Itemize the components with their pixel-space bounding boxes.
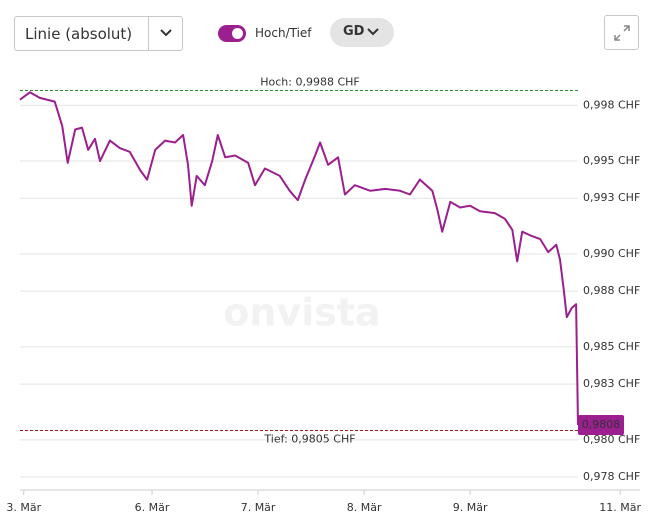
chevron-icon [160,29,172,37]
y-tick-label: 0,980 CHF [583,433,640,446]
button-label: GD [343,24,365,39]
separator [148,17,149,50]
chart-type-dropdown[interactable]: Linie (absolut) [14,16,183,51]
x-tick-label: 7. Mär [241,501,276,514]
high-low-toggle[interactable] [218,25,246,42]
y-tick-label: 0,985 CHF [583,340,640,353]
toggle-knob [232,28,243,39]
watermark: onvista [223,291,380,335]
x-tick-label: 11. Mär [599,501,641,514]
price-line [19,91,579,426]
y-tick-label: 0,990 CHF [583,247,640,260]
high-label: Hoch: 0,9988 CHF [260,75,360,88]
dropdown-label: Linie (absolut) [25,25,133,43]
x-tick-label: 6. Mär [135,501,170,514]
y-tick-label: 0,995 CHF [583,154,640,167]
last-value-label: 0,9808 [582,418,621,431]
expand-icon [614,25,630,41]
x-tick-label: 9. Mär [453,501,488,514]
y-tick-label: 0,998 CHF [583,98,640,111]
y-tick-label: 0,993 CHF [583,191,640,204]
x-tick-label: 3. Mär [6,501,41,514]
toggle-label: Hoch/Tief [255,26,312,40]
last-value-box [578,414,624,435]
y-tick-label: 0,983 CHF [583,377,640,390]
y-tick-label: 0,978 CHF [583,470,640,483]
x-tick-label: 8. Mär [347,501,382,514]
chevron-icon [367,28,379,36]
low-label: Tief: 0,9805 CHF [263,433,355,446]
y-tick-label: 0,988 CHF [583,284,640,297]
expand-button[interactable] [604,15,639,50]
moving-average-button[interactable]: GD [330,18,394,47]
